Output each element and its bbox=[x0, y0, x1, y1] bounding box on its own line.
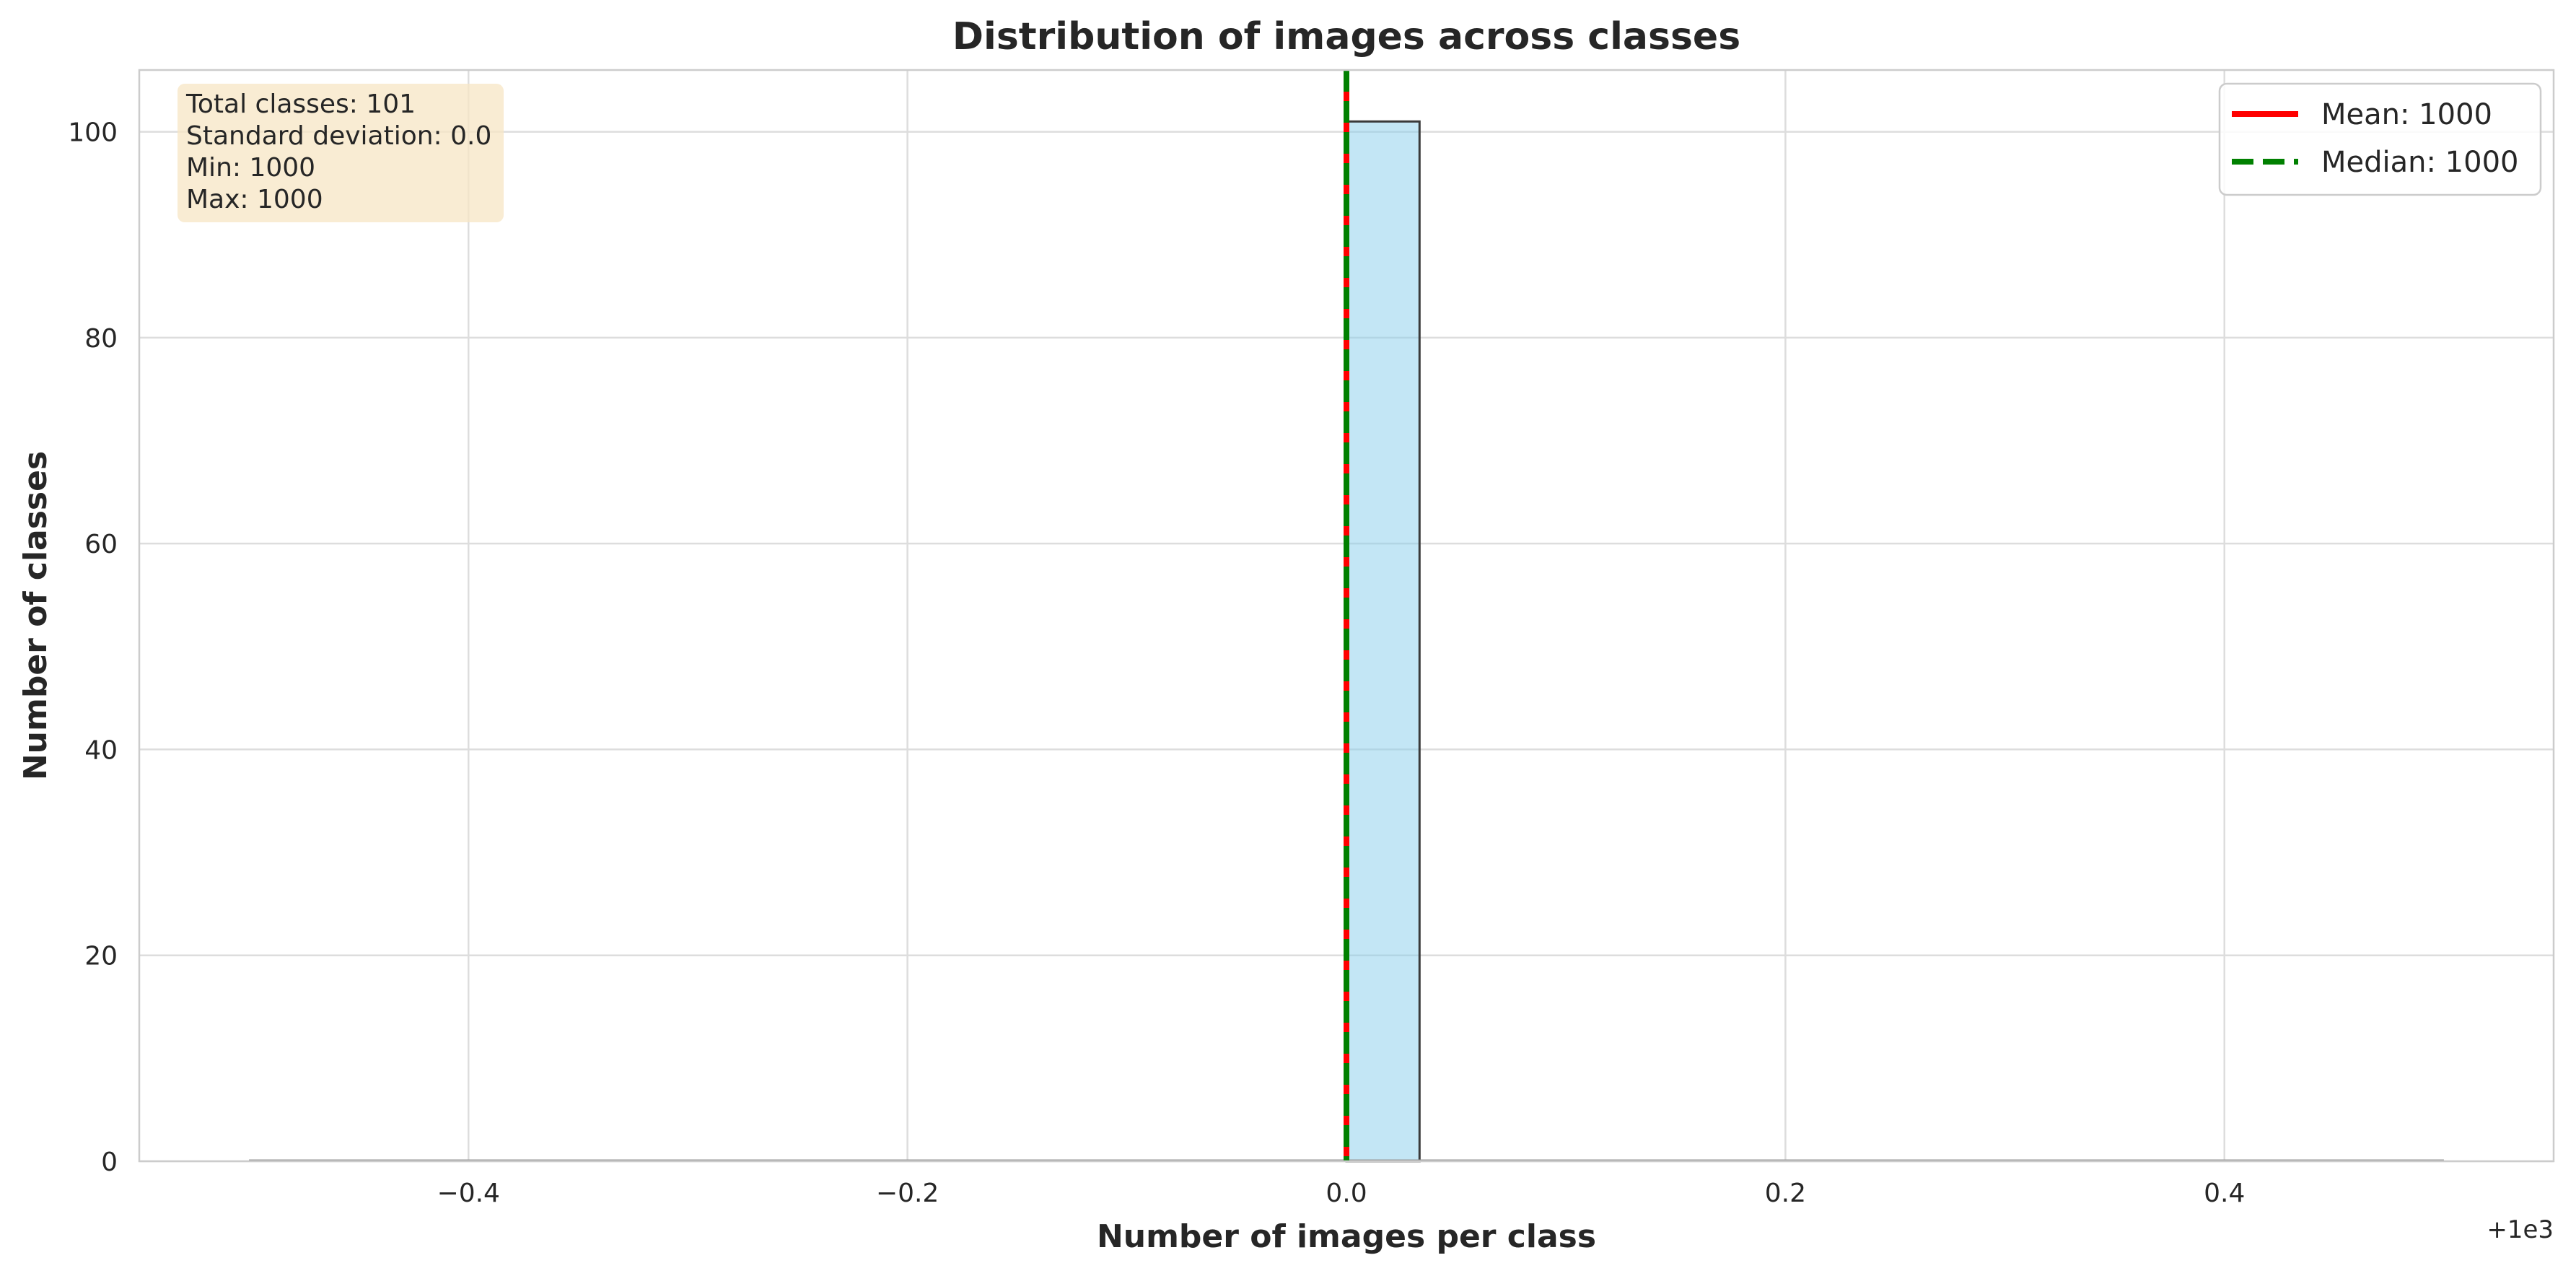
x-tick-label: 0.0 bbox=[1326, 1179, 1367, 1208]
legend-median-label: Median: 1000 bbox=[2321, 146, 2518, 179]
stats-max: Max: 1000 bbox=[186, 185, 323, 214]
x-tick-label: −0.2 bbox=[876, 1179, 939, 1208]
y-tick-label: 0 bbox=[101, 1148, 118, 1177]
stats-min: Min: 1000 bbox=[186, 153, 315, 183]
x-axis-offset-label: +1e3 bbox=[2487, 1215, 2554, 1244]
x-tick-label: 0.4 bbox=[2204, 1179, 2245, 1208]
legend: Mean: 1000 Median: 1000 bbox=[2218, 82, 2542, 196]
legend-frame bbox=[2218, 82, 2542, 196]
x-axis-label: Number of images per class bbox=[1097, 1218, 1596, 1255]
y-axis-label: Number of classes bbox=[17, 451, 54, 780]
stats-total-classes: Total classes: 101 bbox=[185, 89, 416, 119]
y-tick-label: 40 bbox=[84, 735, 118, 765]
chart-title: Distribution of images across classes bbox=[952, 15, 1740, 58]
y-tick-label: 80 bbox=[84, 324, 118, 354]
x-tick-label: 0.2 bbox=[1765, 1179, 1806, 1208]
x-tick-label: −0.4 bbox=[437, 1179, 500, 1208]
stats-standard-deviation: Standard deviation: 0.0 bbox=[186, 121, 491, 151]
tick-labels: 0 20 40 60 80 100 −0.4 −0.2 0.0 0.2 0.4 bbox=[68, 118, 2245, 1208]
legend-mean-label: Mean: 1000 bbox=[2321, 98, 2492, 131]
stats-box-background bbox=[178, 84, 504, 222]
histogram-bar bbox=[1345, 120, 1421, 1163]
stats-box: Total classes: 101 Standard deviation: 0… bbox=[178, 84, 504, 222]
y-tick-label: 100 bbox=[68, 118, 118, 148]
plot-frame bbox=[138, 69, 2555, 1163]
y-tick-label: 60 bbox=[84, 530, 118, 559]
y-tick-label: 20 bbox=[84, 942, 118, 971]
